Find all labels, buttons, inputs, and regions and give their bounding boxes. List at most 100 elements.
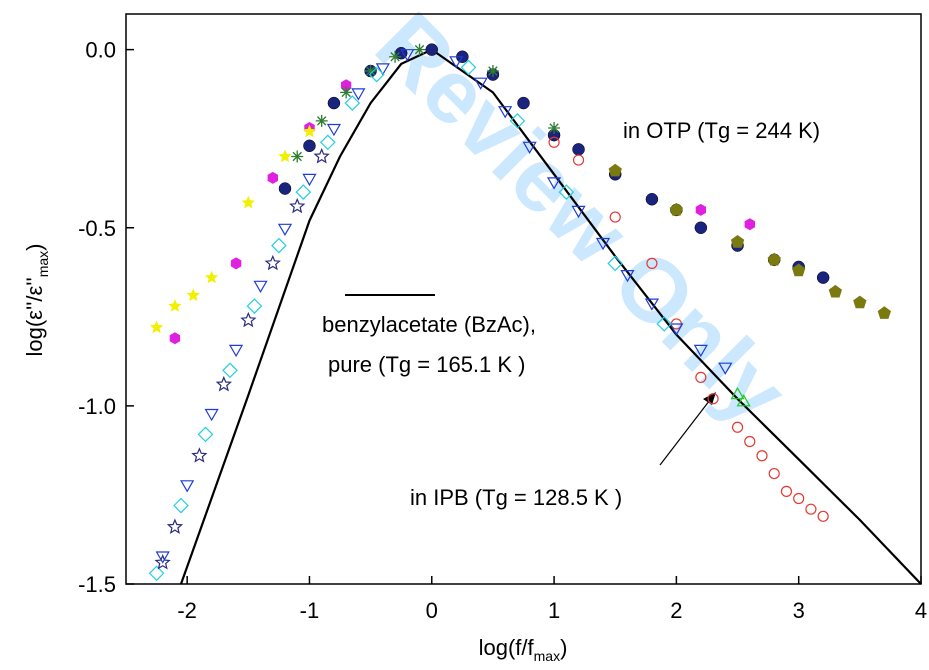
point — [730, 235, 745, 248]
point — [271, 237, 287, 254]
point — [646, 257, 658, 269]
point — [498, 106, 513, 119]
point — [548, 122, 561, 134]
point — [351, 88, 366, 101]
point — [267, 171, 278, 184]
point — [341, 79, 352, 92]
point — [389, 50, 402, 63]
point — [413, 43, 426, 56]
point — [607, 255, 624, 272]
point — [289, 197, 306, 214]
point — [694, 221, 708, 234]
point — [303, 139, 316, 153]
x-tick-label: 3 — [793, 598, 805, 623]
point — [425, 43, 439, 56]
point — [313, 147, 330, 164]
point — [191, 447, 208, 463]
point — [707, 393, 719, 405]
plot-frame — [125, 13, 922, 585]
point — [166, 518, 184, 534]
point — [375, 63, 390, 76]
point — [204, 408, 219, 422]
point — [230, 257, 242, 270]
point — [340, 86, 353, 99]
point — [595, 237, 611, 251]
point — [522, 141, 537, 155]
annotation: pure (Tg = 165.1 K ) — [328, 352, 526, 377]
point — [291, 150, 304, 163]
point — [609, 211, 621, 223]
x-tick-label: -2 — [177, 598, 197, 623]
point — [645, 193, 659, 206]
point — [295, 184, 312, 200]
point — [767, 252, 781, 266]
y-axis-label: log(ε''/ε''max) — [22, 244, 51, 357]
point — [460, 59, 477, 76]
point — [620, 270, 635, 283]
point — [264, 254, 281, 271]
point — [169, 332, 181, 345]
point — [277, 223, 293, 236]
point — [302, 173, 317, 187]
point — [473, 77, 488, 90]
point — [736, 394, 751, 407]
point — [278, 182, 292, 195]
point — [780, 485, 793, 497]
point — [240, 311, 257, 328]
point — [228, 344, 244, 358]
line-series — [179, 48, 922, 585]
arrow — [659, 395, 714, 466]
y-tick-label: 0.0 — [85, 38, 116, 63]
x-tick-label: -1 — [300, 598, 320, 623]
point — [197, 426, 214, 443]
x-axis-label: log(f/fmax) — [479, 635, 568, 664]
y-tick-label: -1.0 — [78, 394, 116, 419]
y-tick-label: -1.5 — [78, 572, 116, 597]
point — [669, 323, 684, 336]
point — [718, 362, 733, 375]
point — [793, 492, 805, 505]
point — [186, 288, 200, 302]
point — [149, 320, 164, 334]
point — [246, 298, 263, 314]
x-tick-label: 2 — [670, 598, 682, 623]
point — [877, 306, 891, 319]
annotation: benzylacetate (BzAc), — [322, 312, 536, 337]
point — [644, 298, 660, 311]
point — [400, 49, 415, 62]
point — [608, 163, 622, 177]
point — [730, 386, 745, 400]
point — [344, 95, 361, 111]
point — [768, 467, 780, 480]
annotation: in IPB (Tg = 128.5 K ) — [410, 485, 622, 510]
point — [509, 113, 526, 129]
point — [327, 96, 341, 110]
point — [656, 316, 673, 332]
point — [744, 218, 755, 231]
point — [572, 143, 585, 156]
point — [486, 65, 499, 77]
point — [517, 96, 530, 110]
point — [449, 56, 464, 69]
point — [572, 154, 585, 166]
annotation: in OTP (Tg = 244 K) — [623, 118, 820, 143]
point — [241, 195, 255, 209]
point — [756, 450, 768, 462]
point — [368, 66, 385, 83]
point — [695, 203, 706, 216]
point — [744, 435, 756, 448]
x-tick-label: 4 — [915, 598, 927, 623]
point — [571, 205, 586, 219]
point — [155, 551, 170, 564]
point — [731, 421, 744, 433]
point — [558, 184, 575, 200]
point — [817, 510, 829, 522]
point — [816, 271, 830, 284]
point — [154, 554, 171, 570]
x-tick-label: 1 — [548, 598, 560, 623]
point — [693, 344, 708, 358]
y-tick-label: -0.5 — [78, 216, 116, 241]
x-tick-label: 0 — [426, 598, 438, 623]
point — [180, 480, 195, 493]
